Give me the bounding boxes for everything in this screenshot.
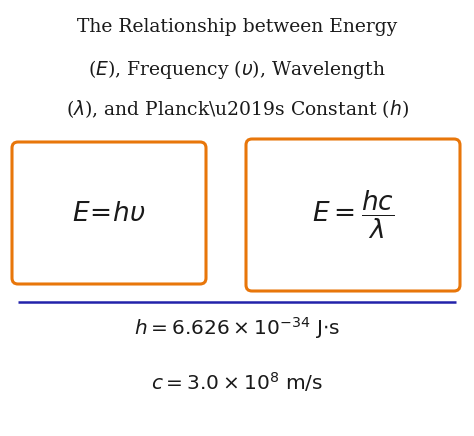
Text: $c = 3.0 \times 10^{8}\ \mathrm{m/s}$: $c = 3.0 \times 10^{8}\ \mathrm{m/s}$ [151,370,323,394]
Text: ($\lambda$), and Planck\u2019s Constant ($h$): ($\lambda$), and Planck\u2019s Constant … [65,98,409,120]
Text: ($E$), Frequency ($\upsilon$), Wavelength: ($E$), Frequency ($\upsilon$), Wavelengt… [88,58,386,81]
Text: The Relationship between Energy: The Relationship between Energy [77,18,397,36]
Text: $E\!=\!h\upsilon$: $E\!=\!h\upsilon$ [72,201,146,225]
FancyBboxPatch shape [12,142,206,284]
Text: $E = \dfrac{hc}{\lambda}$: $E = \dfrac{hc}{\lambda}$ [312,189,394,241]
FancyBboxPatch shape [246,139,460,291]
Text: $h = 6.626 \times 10^{-34}\ \mathrm{J{\cdot}s}$: $h = 6.626 \times 10^{-34}\ \mathrm{J{\c… [134,315,340,341]
